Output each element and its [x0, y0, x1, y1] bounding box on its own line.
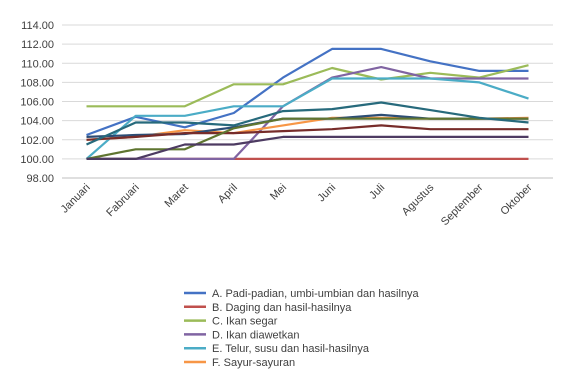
y-tick-label: 100.00: [20, 154, 54, 166]
grid-lines: [62, 24, 553, 179]
series-line-9: [86, 117, 529, 160]
x-tick-label: Maret: [162, 182, 190, 210]
y-tick-label: 102.00: [20, 135, 54, 147]
legend-label: F. Sayur-sayuran: [212, 357, 295, 369]
y-tick-label: 112.00: [21, 39, 54, 51]
y-tick-label: 114.00: [21, 20, 54, 32]
legend-label: B. Daging dan hasil-hasilnya: [212, 302, 352, 314]
y-tick-label: 98.00: [26, 173, 54, 185]
x-tick-label: Juni: [315, 182, 338, 205]
x-tick-label: Agustus: [400, 181, 437, 218]
series-line-5: [85, 77, 529, 160]
series-lines: [85, 47, 529, 160]
x-tick-label: Oktober: [498, 181, 534, 217]
legend-label: A. Padi-padian, umbi-umbian dan hasilnya: [212, 288, 420, 300]
series-line-11: [86, 101, 529, 146]
series-line-3: [86, 64, 529, 108]
series-line-8: [86, 124, 529, 141]
legend: A. Padi-padian, umbi-umbian dan hasilnya…: [184, 288, 420, 369]
legend-label: D. Ikan diawetkan: [212, 329, 299, 341]
legend-label: E. Telur, susu dan hasil-hasilnya: [212, 343, 370, 355]
x-tick-label: Fabruari: [104, 182, 141, 219]
legend-label: C. Ikan segar: [212, 316, 278, 328]
x-tick-label: Juli: [367, 182, 387, 202]
series-line-10: [86, 135, 529, 160]
y-tick-label: 106.00: [20, 97, 54, 109]
x-tick-label: Mei: [268, 182, 289, 203]
x-tick-label: September: [439, 181, 486, 228]
x-tick-label: Januari: [59, 182, 93, 216]
y-tick-label: 110.00: [21, 58, 54, 70]
y-tick-label: 104.00: [20, 116, 54, 128]
x-tick-label: April: [216, 182, 240, 206]
y-tick-label: 108.00: [20, 77, 54, 89]
